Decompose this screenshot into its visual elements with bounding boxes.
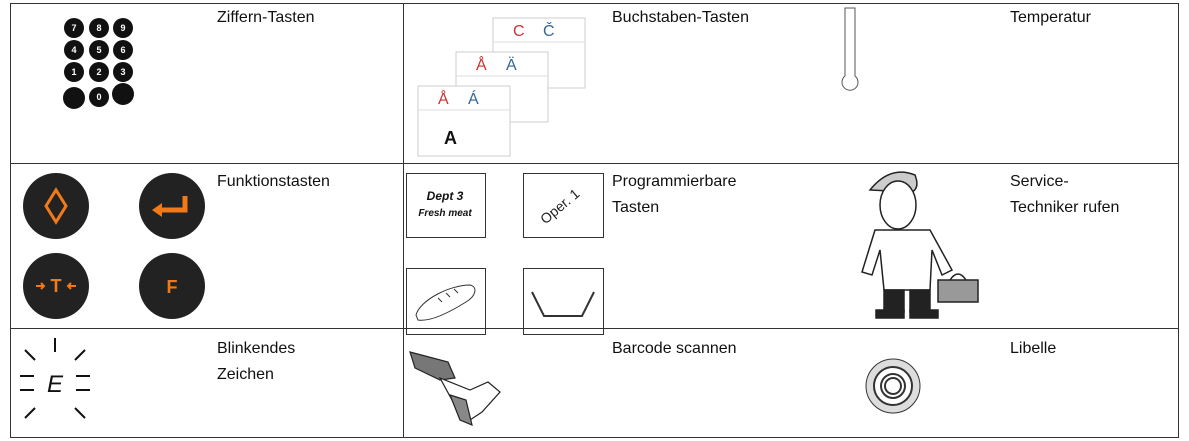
keypad-icon: 7 8 9 4 5 6 1 2 3 0 [63, 18, 134, 109]
key-label: 6 [120, 45, 125, 55]
label: Service- [1010, 173, 1069, 190]
blinking-char: E [47, 371, 64, 398]
thermometer-icon [841, 7, 859, 91]
key-label: Dept 3 [427, 189, 464, 203]
label: Libelle [1010, 340, 1056, 357]
key [113, 62, 133, 82]
key-label: F [167, 277, 178, 297]
label: Barcode scannen [612, 340, 737, 357]
key-label: Oper. 1 [537, 185, 583, 227]
barcode-scanner-icon [409, 351, 501, 427]
blank-key [112, 83, 134, 105]
key [113, 40, 133, 60]
card-letter: Å [476, 55, 487, 74]
label: Temperatur [1010, 9, 1092, 26]
key [89, 87, 109, 107]
blinking-char-icon [20, 338, 90, 419]
level-icon [865, 358, 921, 414]
card-big-letter: A [444, 128, 457, 148]
label: Zeichen [217, 366, 274, 383]
key-label: 5 [96, 45, 101, 55]
key-label: 7 [71, 23, 76, 33]
key-label: 9 [120, 23, 125, 33]
card-letter: Ä [506, 56, 517, 74]
letter-cards-icon: CČCÅÄBÅÁA [417, 17, 586, 157]
label: Buchstaben-Tasten [612, 9, 749, 26]
card [417, 85, 511, 157]
blank-key [63, 87, 85, 109]
card-letter: C [513, 23, 525, 40]
technician-icon [861, 171, 979, 319]
card-letter: Å [438, 89, 449, 108]
key-label: 4 [71, 45, 76, 55]
programmable-keys-icon [406, 173, 604, 335]
key-label: 8 [96, 23, 101, 33]
label: Ziffern-Tasten [217, 9, 315, 26]
key [89, 18, 109, 38]
function-keys-icon: T F [23, 173, 205, 319]
key [113, 18, 133, 38]
key-label: 0 [96, 92, 101, 102]
label: Techniker rufen [1010, 199, 1119, 216]
key [64, 40, 84, 60]
label: Tasten [612, 199, 659, 216]
key-label: 1 [71, 67, 76, 77]
label: Blinkendes [217, 340, 295, 357]
key [64, 18, 84, 38]
card-letter: Á [468, 89, 479, 108]
key-label: Fresh meat [418, 208, 472, 219]
label: Programmierbare [612, 173, 737, 190]
key-label: T [51, 276, 62, 296]
label: Funktionstasten [217, 173, 330, 190]
key [89, 62, 109, 82]
card-letter: Č [543, 21, 555, 40]
key [89, 40, 109, 60]
key [64, 62, 84, 82]
table-grid [10, 3, 1179, 438]
key-label: 2 [96, 67, 101, 77]
key-label: 3 [120, 67, 125, 77]
